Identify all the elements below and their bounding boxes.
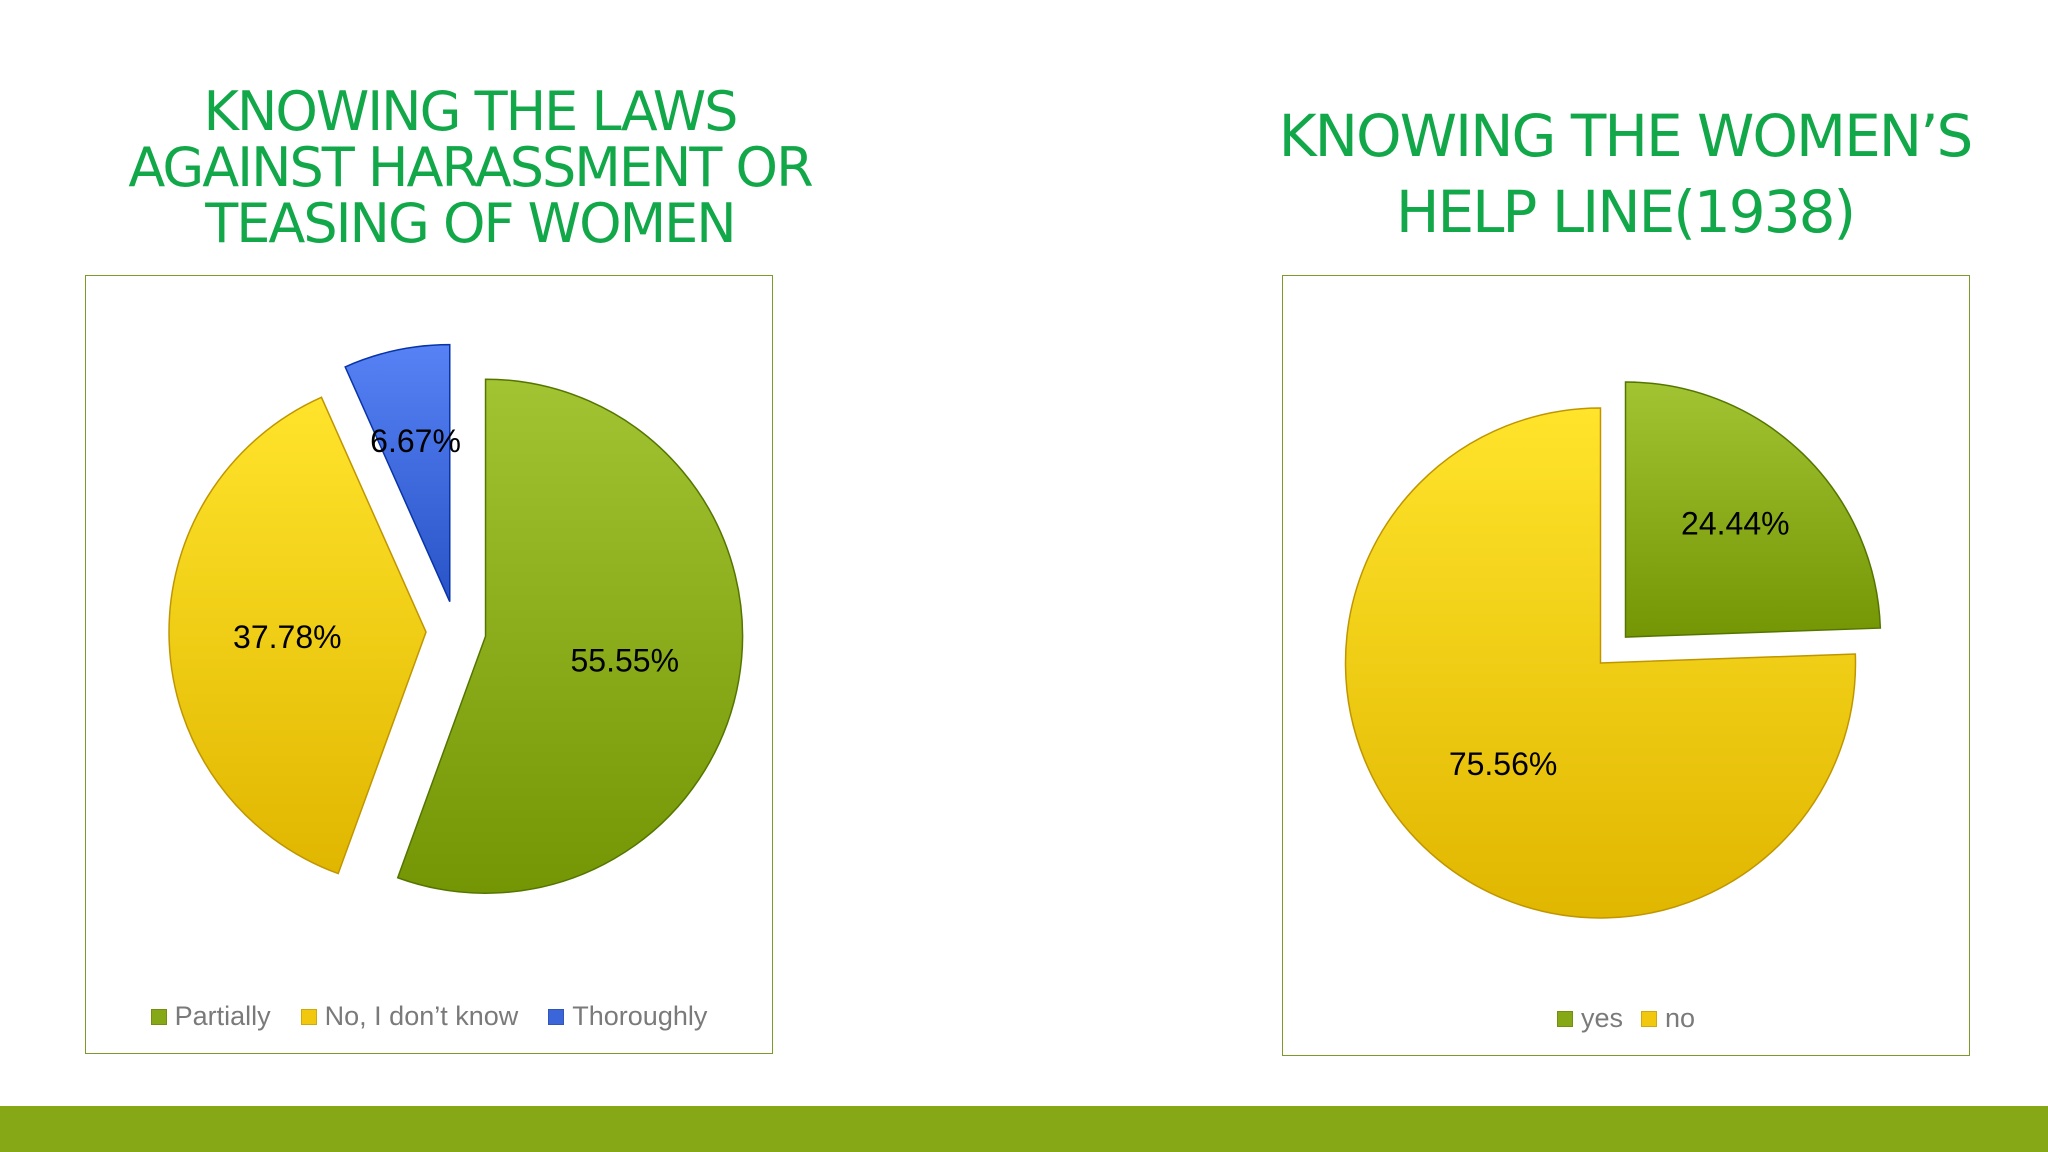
- pie-slice-laws-1: [168, 396, 427, 875]
- legend-swatch-laws-2: [548, 1008, 565, 1025]
- slice-label-laws-1: 37.78%: [233, 619, 342, 655]
- legend-item-helpline-0: yes: [1556, 1003, 1623, 1034]
- legend-label-laws-1: No, I don’t know: [324, 1001, 519, 1031]
- legend-swatch-laws-1: [300, 1008, 317, 1025]
- pie-slice-laws-2: [344, 343, 451, 602]
- slice-label-laws-0: 55.55%: [570, 643, 679, 679]
- legend-helpline: yes no: [1283, 1003, 1969, 1034]
- legend-label-laws-2: Thoroughly: [572, 1001, 708, 1031]
- legend-label-laws-0: Partially: [174, 1001, 271, 1031]
- footer-accent-bar: [0, 1106, 2048, 1152]
- legend-swatch-laws-0: [150, 1008, 167, 1025]
- pie-chart-helpline: 24.44% 75.56% yes no: [1282, 275, 1970, 1056]
- pie-slice-helpline-0: [1624, 381, 1882, 638]
- legend-item-helpline-1: no: [1640, 1003, 1696, 1034]
- legend-label-helpline-0: yes: [1580, 1003, 1623, 1033]
- legend-laws: Partially No, I don’t know Thoroughly: [86, 1001, 772, 1032]
- chart-title-laws: KNOWING THE LAWS AGAINST HARASSMENT OR T…: [128, 80, 813, 255]
- legend-swatch-helpline-1: [1640, 1010, 1657, 1027]
- pie-chart-laws: 55.55% 37.78% 6.67% Partially No, I don’t k…: [85, 275, 773, 1054]
- chart-title-helpline: KNOWING THE WOMEN’S HELP LINE(1938): [1278, 102, 1974, 246]
- slice-label-helpline-0: 24.44%: [1681, 505, 1790, 541]
- pie-chart-helpline-svg: 24.44% 75.56%: [1344, 381, 1882, 919]
- slice-label-helpline-1: 75.56%: [1449, 746, 1558, 782]
- legend-item-laws-1: No, I don’t know: [300, 1001, 519, 1032]
- pie-slice-helpline-1: [1344, 407, 1857, 919]
- legend-swatch-helpline-0: [1556, 1010, 1573, 1027]
- legend-item-laws-0: Partially: [150, 1001, 271, 1032]
- legend-item-laws-2: Thoroughly: [548, 1001, 707, 1032]
- slice-label-laws-2: 6.67%: [370, 423, 461, 459]
- legend-label-helpline-1: no: [1664, 1003, 1696, 1033]
- pie-chart-laws-svg: 55.55% 37.78% 6.67%: [168, 343, 744, 894]
- pie-slice-laws-0: [396, 378, 744, 894]
